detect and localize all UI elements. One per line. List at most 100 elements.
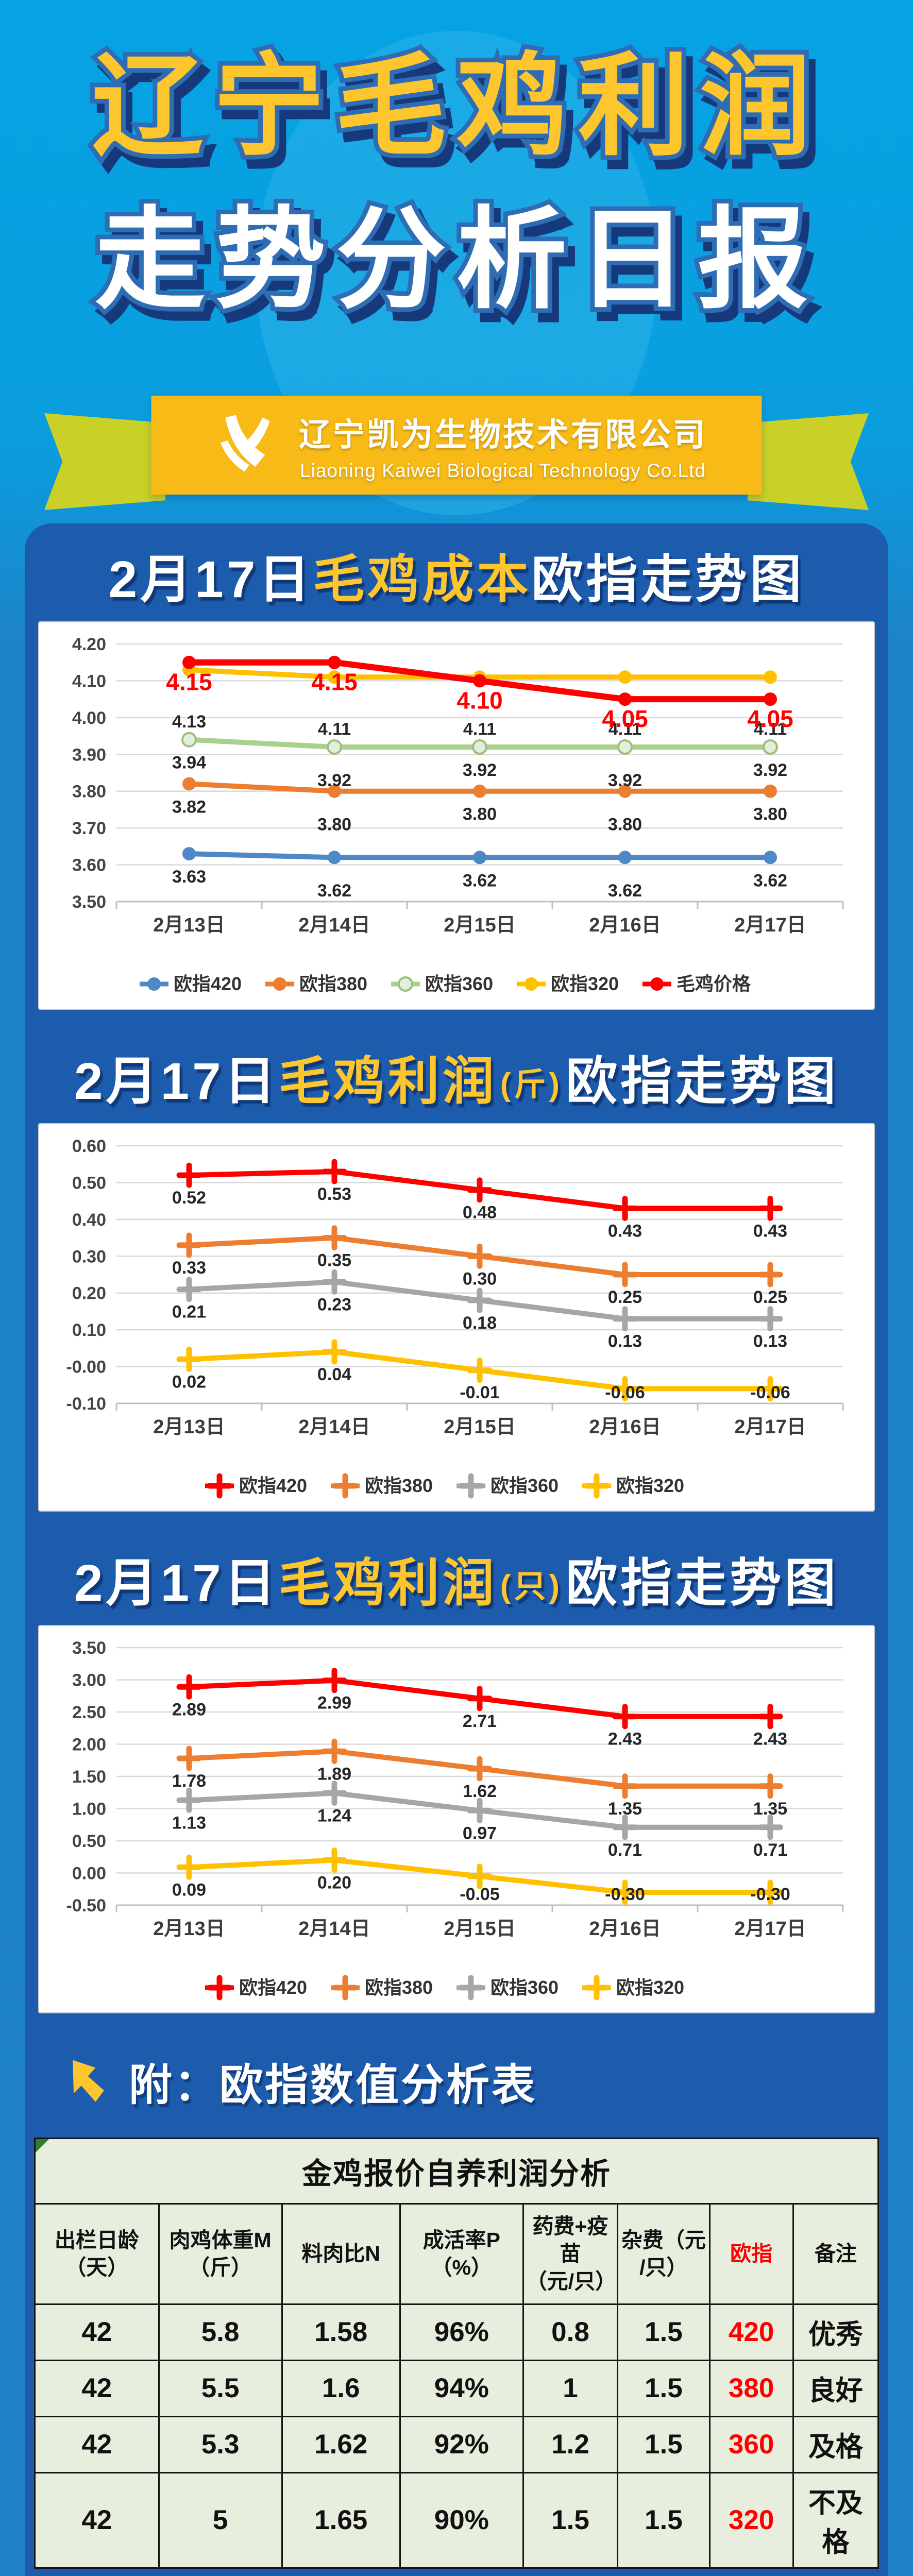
svg-text:0.30: 0.30 — [463, 1269, 497, 1289]
svg-text:4.11: 4.11 — [608, 719, 641, 739]
ribbon-tail-right — [748, 413, 869, 510]
svg-text:4.15: 4.15 — [166, 669, 212, 696]
svg-text:2月16日: 2月16日 — [589, 1416, 661, 1438]
svg-text:1.78: 1.78 — [172, 1771, 206, 1791]
section-title-cost: 2月17日毛鸡成本欧指走势图 — [108, 551, 805, 608]
svg-text:3.70: 3.70 — [72, 819, 106, 838]
svg-text:3.50: 3.50 — [72, 892, 106, 912]
cost-trend-chart: 4.20 4.10 4.00 3.90 3.80 3.70 3.60 3.50 2月13日 2月1… — [72, 635, 844, 994]
svg-text:-0.10: -0.10 — [66, 1394, 107, 1414]
company-logo-icon — [221, 415, 270, 472]
svg-text:3.62: 3.62 — [608, 881, 642, 901]
svg-text:4.05: 4.05 — [747, 705, 793, 732]
company-name-en: Liaoning Kaiwei Biological Technology Co… — [300, 460, 706, 481]
table-header-row: 出栏日龄 （天） 肉鸡体重M （斤） 料肉比N 成活率P （%） 药费+疫苗 （元/只） 杂费（元… — [34, 2203, 880, 2305]
table-row: 42 5.8 1.58 96% 0.8 1.5 420 优秀 — [34, 2303, 880, 2361]
svg-text:3.92: 3.92 — [317, 771, 351, 790]
company-name-cn: 辽宁凯为生物技术有限公司 — [298, 417, 707, 453]
table-row: 42 5.5 1.6 94% 1 1.5 380 良好 — [34, 2359, 880, 2417]
svg-text:3.80: 3.80 — [753, 805, 787, 824]
table-cell: 优秀 — [792, 2303, 880, 2361]
svg-text:0.33: 0.33 — [172, 1258, 206, 1278]
column-header: 料肉比N — [281, 2203, 401, 2305]
table-cell: 1.5 — [617, 2359, 711, 2417]
svg-text:2.71: 2.71 — [463, 1711, 497, 1731]
company-banner: 辽宁凯为生物技术有限公司 Liaoning Kaiwei Biological … — [151, 396, 762, 495]
profit-per-jin-chart: 0.60 0.50 0.40 0.30 0.20 0.10 -0.00 -0.10 2月13日 2… — [66, 1137, 844, 1499]
svg-text:0.35: 0.35 — [317, 1251, 351, 1270]
svg-text:0.20: 0.20 — [317, 1873, 351, 1893]
svg-text:3.62: 3.62 — [463, 871, 497, 890]
svg-text:4.20: 4.20 — [72, 635, 106, 654]
svg-text:0.25: 0.25 — [753, 1287, 787, 1307]
svg-text:欧指320: 欧指320 — [616, 1475, 684, 1496]
svg-text:欧指380: 欧指380 — [365, 1475, 433, 1496]
table-cell: 1.5 — [617, 2471, 711, 2569]
svg-text:0.43: 0.43 — [753, 1221, 787, 1241]
table-row: 42 5.3 1.62 92% 1.2 1.5 360 及格 — [34, 2415, 880, 2473]
profit-bird-chart-panel: 3.50 3.00 2.50 2.00 1.50 1.00 0.50 0.00 -0.50 2月1… — [38, 1625, 875, 2013]
svg-text:0.40: 0.40 — [72, 1210, 106, 1230]
table-cell: 不及格 — [792, 2471, 880, 2569]
svg-text:-0.50: -0.50 — [66, 1896, 107, 1916]
svg-text:欧指380: 欧指380 — [365, 1977, 433, 1998]
column-header: 成活率P （%） — [399, 2203, 524, 2305]
table-cell: 1.5 — [617, 2415, 711, 2473]
attach-section-header: 附：欧指数值分析表 — [68, 2050, 888, 2113]
table-cell: 42 — [34, 2471, 160, 2569]
svg-text:0.00: 0.00 — [72, 1864, 106, 1884]
company-name-block: 辽宁凯为生物技术有限公司 Liaoning Kaiwei Biological … — [299, 409, 707, 482]
svg-text:3.82: 3.82 — [172, 797, 206, 817]
svg-text:欧指380: 欧指380 — [299, 973, 367, 994]
svg-text:2月14日: 2月14日 — [298, 914, 370, 936]
svg-text:2.43: 2.43 — [753, 1730, 787, 1749]
svg-text:0.48: 0.48 — [463, 1203, 497, 1223]
svg-text:3.60: 3.60 — [72, 856, 106, 875]
table-cell: 1.62 — [281, 2415, 401, 2473]
table-cell: 1.5 — [522, 2471, 619, 2569]
svg-text:2月13日: 2月13日 — [153, 914, 225, 936]
svg-text:3.80: 3.80 — [317, 815, 351, 835]
svg-text:欧指360: 欧指360 — [491, 1475, 559, 1496]
svg-text:1.50: 1.50 — [72, 1767, 106, 1787]
svg-text:1.35: 1.35 — [753, 1799, 787, 1819]
table-cell: 320 — [708, 2471, 794, 2569]
svg-text:3.92: 3.92 — [608, 771, 642, 790]
svg-text:0.50: 0.50 — [72, 1173, 106, 1193]
svg-text:3.80: 3.80 — [72, 782, 106, 802]
svg-text:2月14日: 2月14日 — [298, 1918, 370, 1940]
svg-text:2月16日: 2月16日 — [589, 914, 661, 936]
profit-table: 金鸡报价自养利润分析 出栏日龄 （天） 肉鸡体重M （斤） 料肉比N 成活率P （%） 药费+疫… — [34, 2138, 880, 2569]
table-cell: 5.5 — [158, 2359, 283, 2417]
svg-text:3.80: 3.80 — [463, 805, 497, 824]
svg-text:2月17日: 2月17日 — [734, 1918, 806, 1940]
svg-text:0.23: 0.23 — [317, 1295, 351, 1314]
table-cell: 90% — [399, 2471, 524, 2569]
arrow-icon — [73, 2060, 104, 2102]
content-card: 2月17日毛鸡成本欧指走势图 4.20 4.10 4.00 3.90 3.80 3.70 3… — [25, 523, 888, 2576]
table-cell: 360 — [708, 2415, 794, 2473]
svg-text:欧指420: 欧指420 — [174, 973, 242, 994]
table-cell: 94% — [399, 2359, 524, 2417]
svg-text:3.00: 3.00 — [72, 1671, 106, 1690]
svg-text:4.10: 4.10 — [72, 671, 106, 691]
column-header: 备注 — [792, 2203, 880, 2305]
svg-text:-0.06: -0.06 — [750, 1383, 790, 1402]
svg-text:0.97: 0.97 — [463, 1823, 497, 1843]
svg-text:0.71: 0.71 — [753, 1840, 787, 1860]
svg-text:4.00: 4.00 — [72, 708, 106, 728]
svg-text:2月17日: 2月17日 — [734, 914, 806, 936]
svg-text:0.52: 0.52 — [172, 1188, 206, 1208]
svg-text:欧指320: 欧指320 — [616, 1977, 684, 1998]
cost-chart-panel: 4.20 4.10 4.00 3.90 3.80 3.70 3.60 3.50 2月13日 2月1… — [38, 621, 875, 1010]
table-cell: 5.8 — [158, 2303, 283, 2361]
svg-text:-0.05: -0.05 — [460, 1885, 500, 1904]
svg-text:-0.06: -0.06 — [605, 1383, 645, 1402]
hero-header: 辽宁毛鸡利润 辽宁毛鸡利润 辽宁毛鸡利润 走势分析日报 走势分析日报 走势分析日… — [0, 0, 913, 523]
table-cell: 1.5 — [617, 2303, 711, 2361]
svg-text:2月13日: 2月13日 — [153, 1918, 225, 1940]
svg-text:0.13: 0.13 — [608, 1332, 642, 1351]
svg-text:0.60: 0.60 — [72, 1137, 106, 1156]
svg-text:0.09: 0.09 — [172, 1880, 206, 1900]
